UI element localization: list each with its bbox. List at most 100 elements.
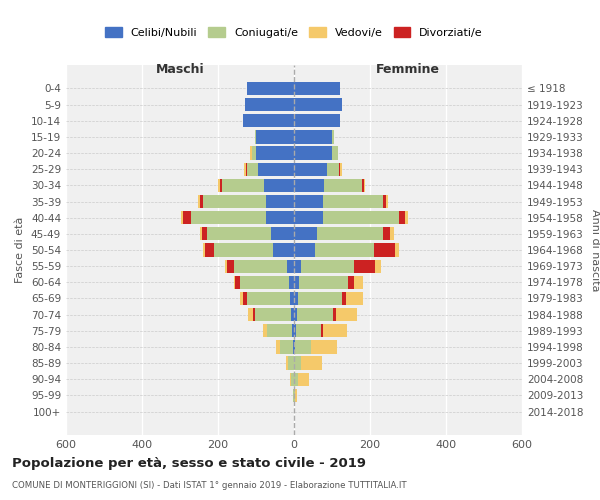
Bar — [301, 356, 322, 370]
Bar — [341, 292, 346, 305]
Bar — [332, 146, 338, 160]
Bar — [332, 130, 334, 143]
Bar — [354, 260, 375, 273]
Bar — [247, 82, 294, 95]
Bar — [296, 324, 320, 338]
Bar — [346, 292, 363, 305]
Bar — [271, 227, 294, 240]
Bar — [294, 356, 301, 370]
Bar — [295, 340, 311, 353]
Bar — [290, 292, 294, 305]
Bar — [320, 324, 323, 338]
Bar — [364, 179, 365, 192]
Bar — [294, 146, 332, 160]
Bar — [253, 308, 255, 321]
Bar — [293, 340, 294, 353]
Bar — [286, 356, 289, 370]
Bar — [323, 324, 347, 338]
Bar — [336, 308, 357, 321]
Bar — [353, 276, 363, 289]
Bar — [406, 211, 409, 224]
Bar — [247, 162, 258, 176]
Bar — [294, 260, 301, 273]
Bar — [205, 244, 214, 256]
Text: Popolazione per età, sesso e stato civile - 2019: Popolazione per età, sesso e stato civil… — [12, 458, 366, 470]
Bar — [301, 260, 354, 273]
Bar — [263, 324, 266, 338]
Bar — [294, 162, 328, 176]
Bar — [233, 276, 235, 289]
Bar — [291, 372, 294, 386]
Bar — [395, 244, 398, 256]
Bar — [317, 227, 383, 240]
Bar — [311, 340, 337, 353]
Bar — [295, 389, 296, 402]
Bar — [203, 244, 205, 256]
Bar — [220, 179, 222, 192]
Bar — [386, 195, 388, 208]
Bar — [294, 308, 297, 321]
Bar — [294, 324, 296, 338]
Bar — [294, 372, 298, 386]
Bar — [227, 260, 234, 273]
Bar — [240, 276, 289, 289]
Bar — [294, 211, 323, 224]
Bar — [234, 260, 287, 273]
Bar — [328, 162, 339, 176]
Bar — [291, 308, 294, 321]
Bar — [252, 146, 256, 160]
Bar — [206, 227, 271, 240]
Bar — [191, 211, 265, 224]
Bar — [256, 146, 294, 160]
Bar — [294, 276, 299, 289]
Bar — [245, 98, 294, 111]
Bar — [268, 324, 292, 338]
Y-axis label: Anni di nascita: Anni di nascita — [590, 209, 600, 291]
Bar — [348, 276, 353, 289]
Bar — [323, 195, 383, 208]
Bar — [200, 227, 202, 240]
Bar — [200, 195, 203, 208]
Bar — [248, 308, 253, 321]
Bar — [294, 340, 295, 353]
Bar — [235, 276, 240, 289]
Bar — [362, 179, 364, 192]
Bar — [258, 162, 294, 176]
Bar — [214, 244, 273, 256]
Bar — [333, 308, 336, 321]
Bar — [294, 244, 315, 256]
Bar — [294, 179, 323, 192]
Bar — [294, 82, 340, 95]
Bar — [181, 211, 183, 224]
Bar — [383, 227, 390, 240]
Bar — [294, 130, 332, 143]
Bar — [255, 130, 256, 143]
Bar — [375, 260, 380, 273]
Bar — [265, 195, 294, 208]
Bar — [289, 356, 294, 370]
Bar — [294, 98, 341, 111]
Bar — [289, 276, 294, 289]
Bar — [390, 227, 394, 240]
Bar — [242, 114, 294, 128]
Bar — [293, 389, 294, 402]
Bar — [250, 146, 252, 160]
Bar — [276, 340, 280, 353]
Legend: Celibi/Nubili, Coniugati/e, Vedovi/e, Divorziati/e: Celibi/Nubili, Coniugati/e, Vedovi/e, Di… — [101, 22, 487, 42]
Bar — [374, 244, 395, 256]
Bar — [247, 292, 290, 305]
Bar — [298, 292, 341, 305]
Bar — [299, 276, 348, 289]
Bar — [294, 389, 295, 402]
Bar — [294, 292, 298, 305]
Bar — [244, 162, 246, 176]
Bar — [273, 244, 294, 256]
Bar — [183, 211, 191, 224]
Bar — [297, 308, 333, 321]
Bar — [294, 227, 317, 240]
Bar — [203, 195, 265, 208]
Bar — [255, 308, 291, 321]
Bar — [398, 211, 406, 224]
Y-axis label: Fasce di età: Fasce di età — [16, 217, 25, 283]
Text: COMUNE DI MONTERIGGIONI (SI) - Dati ISTAT 1° gennaio 2019 - Elaborazione TUTTITA: COMUNE DI MONTERIGGIONI (SI) - Dati ISTA… — [12, 481, 407, 490]
